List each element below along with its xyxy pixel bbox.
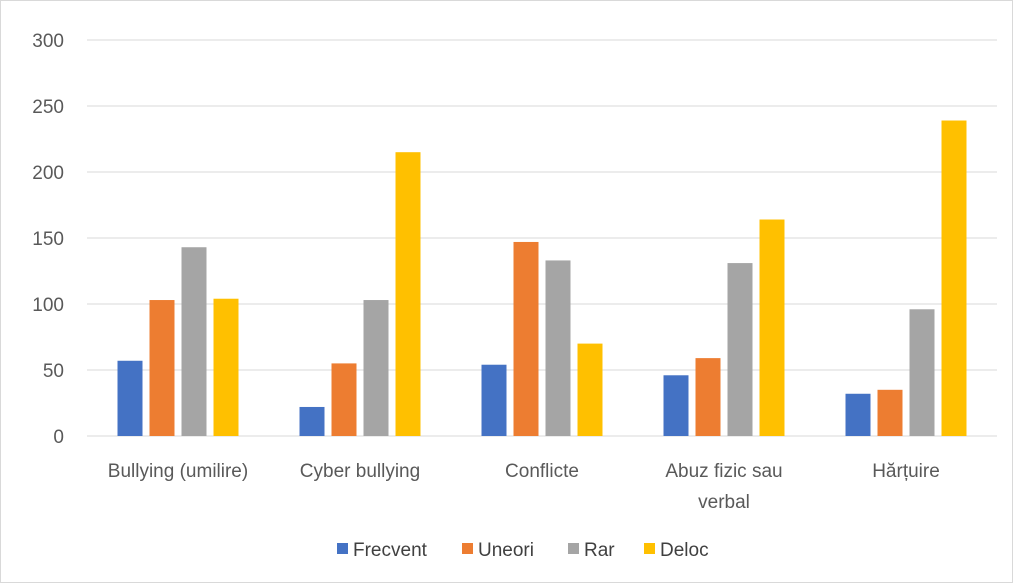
- y-axis-tick-labels: 0 50 100 150 200 250 300: [32, 31, 64, 448]
- bar-rar-2: [545, 260, 571, 436]
- y-tick-label: 100: [32, 295, 64, 316]
- bar-frecvent-0: [117, 360, 143, 436]
- bar-deloc-4: [941, 120, 967, 437]
- bar-frecvent-4: [845, 393, 871, 436]
- y-tick-label: 300: [32, 31, 64, 52]
- legend-label-rar: Rar: [584, 540, 615, 561]
- y-tick-label: 50: [43, 361, 64, 382]
- gridlines: [87, 39, 997, 437]
- y-tick-label: 0: [53, 427, 64, 448]
- bar-uneori-2: [513, 241, 539, 436]
- bar-frecvent-1: [299, 406, 325, 436]
- bar-deloc-0: [213, 298, 239, 436]
- x-tick-label: verbal: [698, 492, 750, 513]
- bar-uneori-0: [149, 300, 175, 436]
- bar-deloc-1: [395, 152, 421, 436]
- x-tick-label: Conflicte: [505, 461, 579, 482]
- x-tick-label: Abuz fizic sau: [665, 461, 782, 482]
- bar-deloc-3: [759, 219, 785, 436]
- y-tick-label: 150: [32, 229, 64, 250]
- bar-rar-4: [909, 309, 935, 436]
- legend-swatch-rar: [568, 543, 579, 554]
- y-tick-label: 250: [32, 97, 64, 118]
- bar-rar-1: [363, 300, 389, 436]
- bar-rar-3: [727, 263, 753, 436]
- legend-label-frecvent: Frecvent: [353, 540, 428, 561]
- y-tick-label: 200: [32, 163, 64, 184]
- legend: Frecvent Uneori Rar Deloc: [337, 540, 709, 561]
- legend-swatch-uneori: [462, 543, 473, 554]
- bar-uneori-4: [877, 389, 903, 436]
- x-axis-category-labels: Bullying (umilire) Cyber bullying Conflict…: [108, 461, 940, 513]
- legend-swatch-frecvent: [337, 543, 348, 554]
- bar-rar-0: [181, 247, 207, 436]
- x-tick-label: Bullying (umilire): [108, 461, 248, 482]
- legend-swatch-deloc: [644, 543, 655, 554]
- legend-label-deloc: Deloc: [660, 540, 709, 561]
- x-tick-label: Cyber bullying: [300, 461, 420, 482]
- bar-deloc-2: [577, 343, 603, 436]
- bars: [117, 120, 967, 437]
- legend-label-uneori: Uneori: [478, 540, 534, 561]
- bar-frecvent-3: [663, 375, 689, 436]
- x-tick-label: Hărțuire: [872, 461, 940, 482]
- bar-frecvent-2: [481, 364, 507, 436]
- bar-uneori-3: [695, 358, 721, 436]
- bar-uneori-1: [331, 363, 357, 436]
